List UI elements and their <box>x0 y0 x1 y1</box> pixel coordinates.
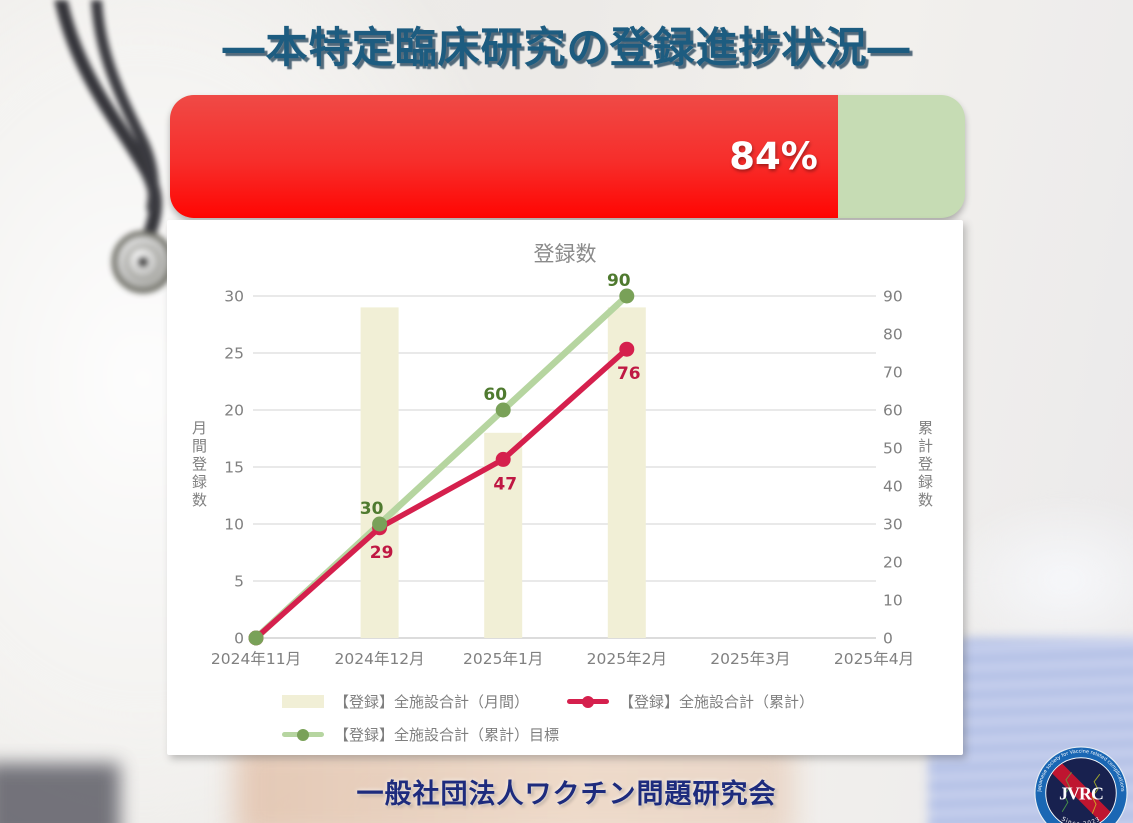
x-axis-label: 2025年4月 <box>834 650 914 668</box>
legend-swatch-cumulative-line <box>567 695 609 708</box>
progress-fill: 84% <box>170 95 838 218</box>
fabric-highlight-background <box>945 500 1133 660</box>
data-label: 30 <box>360 499 384 519</box>
right-axis-tick: 70 <box>883 364 903 382</box>
x-axis-label: 2025年3月 <box>710 650 790 668</box>
bar <box>360 307 399 638</box>
right-axis-tick: 0 <box>883 630 893 648</box>
skin-tone-background <box>235 742 795 823</box>
logo-acronym: JVRC <box>1059 784 1103 804</box>
progress-track: 84% <box>170 95 965 218</box>
data-marker <box>619 288 635 304</box>
data-marker <box>619 341 635 357</box>
left-axis-tick: 30 <box>224 288 244 306</box>
legend-swatch-target-line <box>282 728 324 741</box>
chart-panel: 0 5 10 15 20 25 30 0 10 20 30 40 50 60 70 80 90 2024年11月 2… <box>167 220 963 755</box>
chart-canvas: 0 5 10 15 20 25 30 0 10 20 30 40 50 60 70 80 90 2024年11月 2… <box>211 271 914 668</box>
right-axis-tick: 40 <box>883 478 903 496</box>
data-label: 60 <box>483 385 507 405</box>
x-axis-label: 2025年1月 <box>463 650 543 668</box>
legend-label-target: 【登録】全施設合計（累計）目標 <box>334 726 560 744</box>
legend-label-monthly: 【登録】全施設合計（月間） <box>334 693 530 711</box>
logo-red-band <box>1046 758 1116 823</box>
left-axis-tick: 15 <box>224 459 244 477</box>
legend-item-monthly[interactable]: 【登録】全施設合計（月間） <box>282 691 529 712</box>
x-axis-label: 2025年2月 <box>587 650 667 668</box>
page-title: ―本特定臨床研究の登録進捗状況― <box>222 23 911 72</box>
x-axis-label: 2024年12月 <box>335 650 425 668</box>
x-axis-label: 2024年11月 <box>211 650 301 668</box>
blazer-background <box>0 763 120 823</box>
right-axis-tick: 30 <box>883 516 903 534</box>
right-axis-title: 累計登録数 <box>916 420 934 510</box>
right-axis-tick: 50 <box>883 440 903 458</box>
data-marker <box>495 402 511 418</box>
left-axis-title: 月間登録数 <box>190 420 208 510</box>
legend-swatch-monthly-bar <box>282 695 324 708</box>
left-axis-tick: 10 <box>224 516 244 534</box>
data-label: 47 <box>493 474 517 494</box>
right-axis-tick: 60 <box>883 402 903 420</box>
left-axis-tick: 20 <box>224 402 244 420</box>
legend-item-target[interactable]: 【登録】全施設合計（累計）目標 <box>282 724 559 745</box>
data-marker <box>248 630 264 646</box>
dna-helix-icon <box>1091 773 1101 814</box>
footer-organization-name: 一般社団法人ワクチン問題研究会 <box>356 779 777 810</box>
right-axis-tick: 10 <box>883 592 903 610</box>
left-axis-tick: 25 <box>224 345 244 363</box>
jvrc-logo: JVRC Japanese society for Vaccine relate… <box>1034 746 1128 823</box>
data-marker <box>495 451 511 467</box>
data-label: 29 <box>370 543 394 563</box>
data-marker <box>372 516 388 532</box>
legend-label-cumulative: 【登録】全施設合計（累計） <box>619 693 815 711</box>
chart-title: 登録数 <box>533 242 597 266</box>
line-series <box>253 346 630 641</box>
legend-item-cumulative[interactable]: 【登録】全施設合計（累計） <box>567 691 814 712</box>
right-axis-tick: 20 <box>883 554 903 572</box>
left-axis-tick: 0 <box>234 630 244 648</box>
dna-helix-icon <box>1061 772 1072 813</box>
data-label: 90 <box>607 271 631 291</box>
data-label: 76 <box>617 364 641 384</box>
left-axis-tick: 5 <box>234 573 244 591</box>
bar <box>607 307 646 638</box>
right-axis-tick: 90 <box>883 288 903 306</box>
progress-percent-label: 84% <box>729 135 818 178</box>
right-axis-tick: 80 <box>883 326 903 344</box>
